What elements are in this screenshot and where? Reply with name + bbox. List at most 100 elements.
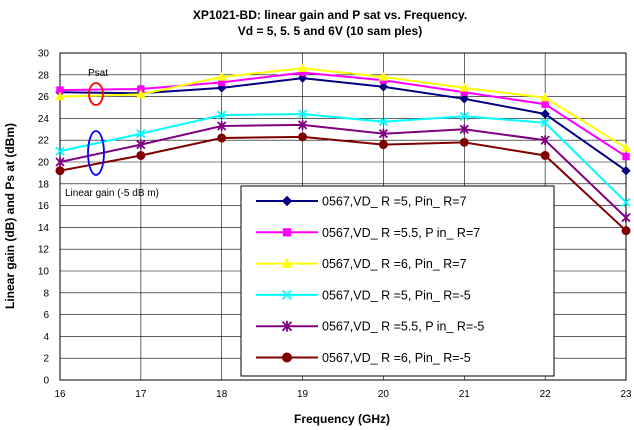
legend-label: 0567,VD_ R =5, Pin_ R=-5 (322, 288, 471, 302)
marker-triangle (281, 258, 293, 268)
marker-diamond (459, 94, 469, 104)
y-tick-label: 18 (38, 179, 50, 190)
legend-box (240, 185, 555, 377)
y-tick-label: 22 (38, 136, 50, 147)
marker-circle (459, 137, 469, 147)
marker-triangle (540, 92, 550, 102)
marker-triangle (136, 89, 146, 99)
marker-x (540, 118, 550, 128)
legend-entry-3: 0567,VD_ R =6, Pin_ R=7 (256, 257, 467, 271)
marker-triangle (297, 63, 308, 72)
y-tick-label: 12 (38, 245, 50, 256)
series-line (59, 71, 627, 158)
marker-diamond (281, 195, 293, 207)
x-tick-label: 17 (135, 389, 147, 400)
marker-triangle (55, 91, 65, 101)
y-tick-label: 2 (43, 354, 49, 365)
series-4 (55, 109, 631, 207)
y-axis-label: Linear gain (dB) and Ps at (dBm) (3, 123, 17, 309)
marker-circle (621, 226, 631, 236)
marker-x (459, 111, 469, 121)
marker-circle (378, 140, 388, 150)
linear-gain-ellipse (87, 130, 105, 176)
marker-diamond (621, 166, 631, 176)
marker-star (378, 128, 389, 139)
chart-title: XP1021-BD: linear gain and P sat vs. Fre… (193, 8, 467, 22)
y-tick-label: 16 (38, 201, 50, 212)
marker-star (217, 121, 227, 131)
y-tick-label: 8 (43, 288, 49, 299)
marker-triangle (216, 71, 227, 81)
legend-label: 0567,VD_ R =5.5, P in_ R=-5 (322, 320, 484, 334)
series-3 (55, 63, 631, 152)
legend-label: 0567,VD_ R =6, Pin_ R=-5 (322, 351, 471, 365)
psat-ellipse (88, 82, 104, 106)
marker-x (621, 197, 631, 207)
legend-label: 0567,VD_ R =5.5, P in_ R=7 (322, 226, 480, 240)
x-tick-label: 23 (620, 389, 632, 400)
marker-star (540, 135, 550, 145)
marker-x (136, 129, 146, 139)
legend-entry-2: 0567,VD_ R =5.5, P in_ R=7 (256, 226, 480, 240)
series-2 (56, 68, 630, 161)
x-tick-label: 21 (459, 389, 471, 400)
linear-gain-annotation: Linear gain (-5 dB m) (65, 188, 159, 199)
series-line (59, 123, 627, 219)
marker-star (55, 157, 65, 167)
x-tick-label: 19 (297, 389, 309, 400)
marker-circle (136, 150, 146, 160)
legend-label: 0567,VD_ R =5, Pin_ R=7 (322, 195, 467, 209)
marker-star (459, 124, 469, 135)
series-line (59, 112, 627, 204)
legend-entry-5: 0567,VD_ R =5.5, P in_ R=-5 (256, 320, 484, 334)
marker-circle (298, 132, 308, 142)
x-tick-label: 22 (540, 389, 552, 400)
y-tick-label: 30 (38, 49, 50, 60)
marker-star (136, 139, 146, 150)
marker-circle (540, 150, 550, 160)
marker-x (297, 109, 308, 119)
marker-triangle (621, 142, 631, 152)
marker-triangle (378, 71, 389, 81)
legend-entry-1: 0567,VD_ R =5, Pin_ R=7 (256, 195, 467, 209)
y-tick-label: 6 (43, 310, 49, 321)
series-line (59, 135, 627, 232)
x-axis-label: Frequency (GHz) (294, 412, 390, 426)
psat-annotation: Psat (88, 68, 108, 79)
marker-x (378, 117, 389, 127)
marker-square (541, 100, 549, 108)
legend-entry-4: 0567,VD_ R =5, Pin_ R=-5 (256, 288, 471, 302)
marker-x (55, 146, 65, 156)
marker-star (281, 320, 293, 332)
marker-x (281, 289, 293, 301)
y-tick-label: 4 (43, 332, 49, 343)
x-tick-label: 20 (378, 389, 390, 400)
legend-label: 0567,VD_ R =6, Pin_ R=7 (322, 257, 467, 271)
marker-triangle (459, 82, 470, 92)
y-tick-label: 24 (38, 114, 50, 125)
x-tick-labels: 16 17 18 19 20 21 22 23 (54, 389, 632, 400)
marker-circle (217, 133, 227, 143)
marker-square (282, 228, 292, 237)
marker-circle (282, 352, 292, 363)
y-tick-label: 20 (38, 158, 50, 169)
marker-circle (55, 166, 65, 176)
legend: 0567,VD_ R =5, Pin_ R=7 0567,VD_ R =5.5, … (256, 195, 484, 365)
marker-star (297, 120, 308, 130)
marker-x (217, 110, 227, 120)
y-tick-label: 10 (38, 267, 50, 278)
legend-entry-6: 0567,VD_ R =6, Pin_ R=-5 (256, 351, 471, 365)
y-tick-label: 0 (43, 376, 49, 387)
series-6 (55, 132, 631, 236)
series-line (59, 67, 627, 149)
y-tick-label: 26 (38, 92, 50, 103)
marker-square (622, 152, 630, 161)
y-tick-label: 28 (38, 70, 50, 81)
marker-diamond (378, 82, 389, 92)
y-tick-label: 14 (38, 223, 50, 234)
series-5 (55, 120, 631, 223)
x-tick-label: 18 (216, 389, 228, 400)
x-tick-label: 16 (54, 389, 66, 400)
